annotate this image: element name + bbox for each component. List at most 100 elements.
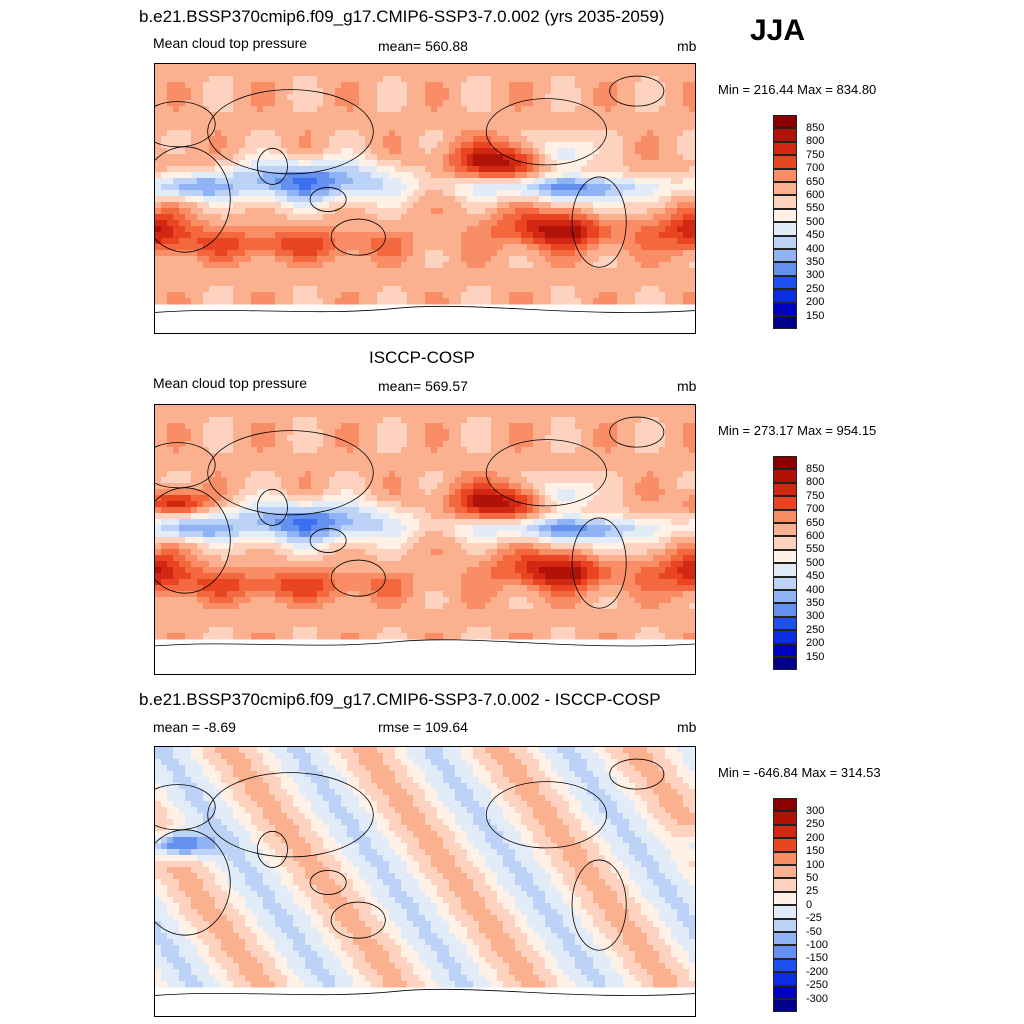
- colorbar-tick-label: 350: [806, 596, 825, 609]
- panel-2-minmax: Min = 273.17 Max = 954.15: [718, 423, 877, 438]
- colorbar-tick-label: 250: [806, 818, 825, 831]
- panel-1-title: b.e21.BSSP370cmip6.f09_g17.CMIP6-SSP3-7.…: [139, 7, 665, 26]
- panel-2-title: ISCCP-COSP: [369, 348, 475, 367]
- colorbar-tick-label: 650: [806, 175, 825, 188]
- colorbar-tick-label: 0: [806, 898, 813, 911]
- panel-3-map: [154, 746, 696, 1017]
- coastline: [571, 859, 627, 951]
- panel-3-units: mb: [677, 719, 697, 735]
- colorbar-swatch: [773, 249, 797, 263]
- colorbar-tick-label: 850: [806, 462, 825, 475]
- colorbar-swatch: [773, 657, 797, 671]
- season-label: JJA: [750, 14, 806, 47]
- colorbar-tick-label: 750: [806, 148, 825, 161]
- colorbar-tick-label: 250: [806, 282, 825, 295]
- colorbar-tick-label: 500: [806, 215, 825, 228]
- panel-2-mean-label: mean= 569.57: [378, 378, 468, 394]
- colorbar-swatch: [773, 878, 797, 892]
- colorbar-swatch: [773, 985, 797, 999]
- coastline: [155, 784, 216, 831]
- coastline: [485, 781, 608, 849]
- colorbar-swatch: [773, 590, 797, 604]
- coastline: [155, 829, 231, 936]
- panel-3-title: b.e21.BSSP370cmip6.f09_g17.CMIP6-SSP3-7.…: [139, 690, 661, 709]
- colorbar-tick-label: 450: [806, 229, 825, 242]
- coastline: [330, 559, 386, 597]
- panel-3-rmse-label: rmse = 109.64: [378, 719, 468, 735]
- panel-2-units: mb: [677, 378, 697, 394]
- colorbar-tick-label: -250: [806, 979, 829, 992]
- colorbar-tick-label: 200: [806, 296, 825, 309]
- colorbar-swatch: [773, 222, 797, 236]
- colorbar-tick-label: 750: [806, 489, 825, 502]
- colorbar-swatch: [773, 302, 797, 316]
- colorbar-tick-label: -25: [806, 912, 822, 925]
- colorbar-swatch: [773, 824, 797, 839]
- colorbar-tick-label: 300: [806, 804, 825, 817]
- colorbar-tick-label: 650: [806, 516, 825, 529]
- colorbar-tick-label: -200: [806, 965, 829, 978]
- colorbar-swatch: [773, 643, 797, 657]
- coastline: [155, 101, 216, 148]
- coastline: [609, 758, 665, 790]
- colorbar-swatch: [773, 945, 797, 959]
- coastline: [207, 772, 374, 858]
- colorbar-swatch: [773, 851, 797, 865]
- colorbar-swatch: [773, 865, 797, 879]
- colorbar-swatch: [773, 168, 797, 182]
- coastline: [485, 439, 608, 507]
- coastline: [330, 218, 386, 256]
- colorbar-tick-label: 200: [806, 831, 825, 844]
- colorbar-tick-label: 200: [806, 637, 825, 650]
- colorbar-tick-label: 600: [806, 529, 825, 542]
- colorbar-swatch: [773, 128, 797, 142]
- coastline: [609, 416, 665, 448]
- colorbar-tick-label: 100: [806, 858, 825, 871]
- colorbar-tick-label: 700: [806, 503, 825, 516]
- colorbar-swatch: [773, 316, 797, 330]
- coastline: [330, 901, 386, 939]
- colorbar-tick-label: 150: [806, 845, 825, 858]
- colorbar-swatch: [773, 482, 797, 497]
- colorbar-tick-label: 550: [806, 202, 825, 215]
- coastline: [309, 870, 347, 895]
- panel-1-mean-label: mean= 560.88: [378, 38, 468, 54]
- coastline: [309, 528, 347, 553]
- panel-1-variable-label: Mean cloud top pressure: [153, 35, 308, 51]
- panel-1-map: [154, 63, 696, 334]
- colorbar-swatch: [773, 549, 797, 564]
- colorbar-swatch: [773, 918, 797, 932]
- colorbar-tick-label: 600: [806, 188, 825, 201]
- colorbar-swatch: [773, 932, 797, 946]
- colorbar-tick-label: 800: [806, 476, 825, 489]
- coastline: [571, 176, 627, 268]
- colorbar-swatch: [773, 509, 797, 523]
- colorbar-tick-label: 550: [806, 543, 825, 556]
- colorbar-swatch: [773, 208, 797, 223]
- coastline: [207, 430, 374, 516]
- coastline: [155, 146, 231, 253]
- colorbar-tick-label: 300: [806, 610, 825, 623]
- panel-3-minmax: Min = -646.84 Max = 314.53: [718, 765, 881, 780]
- colorbar-tick-label: 800: [806, 135, 825, 148]
- colorbar-tick-label: -100: [806, 938, 829, 951]
- colorbar-tick-label: -50: [806, 925, 822, 938]
- colorbar-tick-label: 450: [806, 570, 825, 583]
- colorbar-swatch: [773, 289, 797, 303]
- colorbar-swatch: [773, 235, 797, 249]
- coastline: [571, 517, 627, 609]
- panel-2-map: [154, 404, 696, 675]
- colorbar-tick-label: 700: [806, 162, 825, 175]
- coastline: [609, 75, 665, 107]
- colorbar-swatch: [773, 905, 797, 919]
- colorbar-swatch: [773, 616, 797, 631]
- colorbar-swatch: [773, 798, 797, 812]
- colorbar-swatch: [773, 630, 797, 644]
- colorbar-tick-label: 250: [806, 623, 825, 636]
- panel-3-mean-label: mean = -8.69: [153, 719, 236, 735]
- colorbar-tick-label: -300: [806, 992, 829, 1005]
- colorbar-tick-label: -150: [806, 952, 829, 965]
- coastline: [256, 830, 288, 868]
- coastline: [309, 187, 347, 212]
- colorbar-swatch: [773, 603, 797, 617]
